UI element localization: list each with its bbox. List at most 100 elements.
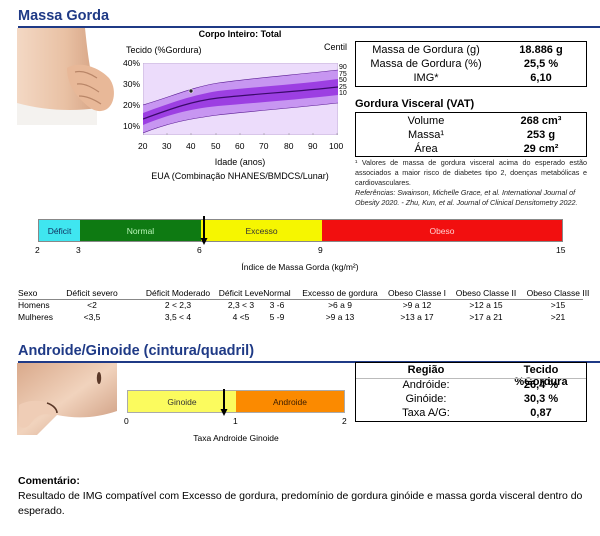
row-value: 30,3 % bbox=[523, 393, 559, 405]
section-divider bbox=[18, 361, 600, 363]
chart-reference-label: EUA (Combinação NHANES/BMDCS/Lunar) bbox=[151, 171, 329, 181]
header-cell: Região bbox=[407, 364, 445, 376]
fmi-marker-arrow-icon bbox=[200, 216, 208, 245]
row-label: Volume bbox=[407, 115, 445, 127]
header-cell: Déficit Moderado bbox=[145, 288, 211, 298]
x-tick: 40 bbox=[186, 141, 196, 151]
row-value: 18.886 g bbox=[519, 44, 563, 56]
ag-tick: 0 bbox=[124, 416, 129, 426]
row-value: 25,5 % bbox=[523, 58, 559, 70]
row-label: IMG* bbox=[413, 72, 439, 84]
centile-90: 90 bbox=[339, 64, 347, 71]
x-tick: 100 bbox=[329, 141, 344, 151]
comment-title: Comentário: bbox=[18, 475, 80, 487]
cell: 5 -9 bbox=[269, 312, 285, 322]
cell: Homens bbox=[18, 300, 50, 310]
row-label: Massa¹ bbox=[407, 129, 445, 141]
abdomen-fat-pinch-photo bbox=[17, 28, 117, 125]
header-cell: Déficit Leve bbox=[218, 288, 264, 298]
row-label: Ginóide: bbox=[405, 393, 447, 405]
row-label: Massa de Gordura (g) bbox=[372, 44, 480, 56]
cell: >9 a 12 bbox=[402, 300, 432, 310]
table-header-divider bbox=[18, 299, 583, 300]
vat-table: Volume 268 cm³ Massa¹ 253 g Área 29 cm² bbox=[355, 112, 587, 157]
table-row: Massa¹ 253 g bbox=[356, 129, 586, 143]
x-tick: 80 bbox=[284, 141, 294, 151]
header-cell: Obeso Classe II bbox=[455, 288, 517, 298]
row-value: 0,87 bbox=[530, 407, 552, 419]
fmi-tick: 2 bbox=[35, 245, 40, 255]
fmi-axis-label: Índice de Massa Gorda (kg/m²) bbox=[241, 262, 359, 272]
fmi-segment-excess: Excesso bbox=[201, 220, 322, 241]
header-cell: Normal bbox=[263, 288, 291, 298]
cell: >17 a 21 bbox=[469, 312, 503, 322]
header-cell: Déficit severo bbox=[66, 288, 118, 298]
x-tick: 90 bbox=[308, 141, 318, 151]
fmi-segment-deficit: Déficit bbox=[39, 220, 80, 241]
cell: 4 <5 bbox=[232, 312, 250, 322]
table-row: Volume 268 cm³ bbox=[356, 115, 586, 129]
y-tick: 30% bbox=[123, 79, 141, 89]
fmi-tick: 9 bbox=[318, 245, 323, 255]
segment-label: Excesso bbox=[245, 225, 278, 236]
centile-75: 75 bbox=[339, 70, 347, 78]
ag-region-table: Região Tecido %Gordura Andróide: 26,4 % … bbox=[355, 362, 587, 422]
cell: >9 a 13 bbox=[325, 312, 355, 322]
fmi-segment-normal: Normal bbox=[80, 220, 201, 241]
y-tick: 20% bbox=[123, 100, 141, 110]
segment-label: Ginoide bbox=[167, 396, 197, 407]
table-row: Massa de Gordura (%) 25,5 % bbox=[356, 58, 586, 72]
centile-10: 10 bbox=[339, 90, 347, 97]
ag-tick: 2 bbox=[342, 416, 347, 426]
vat-footnote: ¹ Valores de massa de gordura visceral a… bbox=[355, 158, 587, 187]
chart-centile-label: Centil bbox=[324, 42, 348, 52]
cell: >13 a 17 bbox=[400, 312, 434, 322]
cell: Mulheres bbox=[18, 312, 53, 322]
ag-axis-label: Taxa Androide Ginoide bbox=[193, 433, 279, 443]
table-row: IMG* 6,10 bbox=[356, 72, 586, 86]
row-value: 6,10 bbox=[530, 72, 552, 84]
x-tick: 50 bbox=[211, 141, 221, 151]
x-tick: 20 bbox=[138, 141, 148, 151]
ag-segment-android: Androide bbox=[236, 391, 344, 412]
x-tick: 70 bbox=[259, 141, 269, 151]
y-tick: 10% bbox=[123, 121, 141, 131]
y-tick: 40% bbox=[123, 58, 141, 68]
header-cell: Obeso Classe I bbox=[387, 288, 447, 298]
chart-y-axis-label: Tecido (%Gordura) bbox=[126, 45, 202, 55]
header-cell: Obeso Classe III bbox=[526, 288, 590, 298]
segment-label: Obeso bbox=[429, 225, 455, 236]
cell: <2 bbox=[87, 300, 97, 310]
cell: >15 bbox=[550, 300, 566, 310]
waist-hip-photo bbox=[17, 363, 117, 435]
ag-segment-gynoid: Ginoide bbox=[128, 391, 236, 412]
table-row: Ginóide: 30,3 % bbox=[356, 393, 586, 407]
segment-label: Androide bbox=[272, 396, 308, 407]
centile-labels: 90 75 50 25 10 bbox=[339, 64, 351, 98]
table-header-row: Sexo Déficit severo Déficit Moderado Déf… bbox=[18, 288, 589, 300]
row-value: 253 g bbox=[526, 129, 556, 141]
chart-title: Corpo Inteiro: Total bbox=[198, 29, 282, 39]
comment-text: Resultado de IMG compatível com Excesso … bbox=[18, 490, 583, 517]
ag-ratio-bar: Ginoide Androide bbox=[127, 390, 345, 413]
section-title-fat-mass: Massa Gorda bbox=[18, 8, 110, 24]
section-divider bbox=[18, 26, 600, 28]
cell: 2,3 < 3 bbox=[227, 300, 255, 310]
cell: 3 -6 bbox=[269, 300, 285, 310]
cell: 3,5 < 4 bbox=[164, 312, 192, 322]
fmi-tick: 15 bbox=[556, 245, 566, 255]
segment-label: Déficit bbox=[47, 225, 72, 236]
table-header-row: Região Tecido %Gordura bbox=[356, 364, 586, 388]
row-value: 26,4 % bbox=[523, 379, 559, 391]
fmi-tick: 3 bbox=[76, 245, 81, 255]
cell: >12 a 15 bbox=[469, 300, 503, 310]
cell: <3,5 bbox=[83, 312, 101, 322]
chart-x-axis-label: Idade (anos) bbox=[214, 157, 266, 167]
table-row: Área 29 cm² bbox=[356, 143, 586, 157]
row-label: Taxa A/G: bbox=[402, 407, 450, 419]
header-cell: Tecido %Gordura bbox=[514, 364, 568, 388]
vat-references: Referências: Swainson, Michelle Grace, e… bbox=[355, 188, 578, 207]
cell: 2 < 2,3 bbox=[164, 300, 192, 310]
ag-marker-arrow-icon bbox=[220, 389, 228, 416]
x-tick: 30 bbox=[162, 141, 172, 151]
